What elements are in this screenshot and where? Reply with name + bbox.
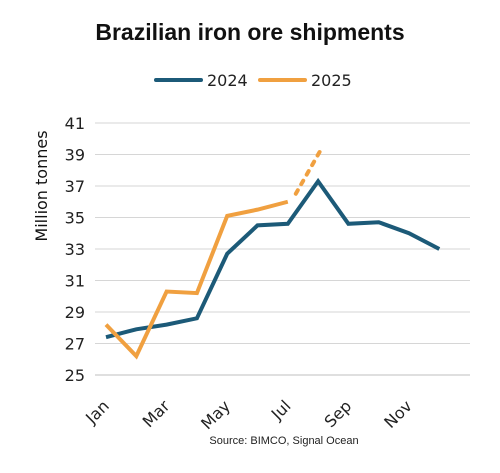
source-note: Source: BIMCO, Signal Ocean bbox=[209, 435, 358, 447]
x-tick-label: Jul bbox=[267, 396, 295, 424]
y-axis-label: Million tonnes bbox=[32, 130, 51, 241]
series-projection-2025 bbox=[293, 144, 325, 196]
gridlines bbox=[95, 122, 470, 376]
y-axis-ticks: 25 27 29 31 33 35 37 39 41 bbox=[65, 114, 85, 385]
y-tick-label: 33 bbox=[65, 240, 85, 259]
series-lines bbox=[104, 144, 441, 360]
y-tick-label: 29 bbox=[65, 303, 85, 322]
y-tick-label: 37 bbox=[65, 177, 85, 196]
series-line-2024 bbox=[105, 177, 441, 340]
legend: 2024 2025 bbox=[154, 71, 352, 90]
x-tick-label: Mar bbox=[139, 396, 174, 431]
y-tick-label: 39 bbox=[65, 146, 85, 165]
chart-title: Brazilian iron ore shipments bbox=[95, 19, 404, 45]
legend-label-2024: 2024 bbox=[207, 71, 248, 90]
y-tick-label: 41 bbox=[65, 114, 85, 133]
x-tick-label: Sep bbox=[320, 396, 355, 431]
x-tick-label: Nov bbox=[380, 396, 416, 432]
legend-label-2025: 2025 bbox=[311, 71, 352, 90]
y-tick-label: 27 bbox=[65, 335, 85, 354]
series-line-2025 bbox=[104, 199, 289, 360]
y-tick-label: 31 bbox=[65, 272, 85, 291]
y-tick-label: 25 bbox=[65, 366, 85, 385]
y-tick-label: 35 bbox=[65, 209, 85, 228]
x-axis-ticks: Jan Mar May Jul Sep Nov bbox=[81, 396, 416, 433]
x-tick-label: May bbox=[197, 396, 234, 433]
x-tick-label: Jan bbox=[81, 396, 113, 428]
